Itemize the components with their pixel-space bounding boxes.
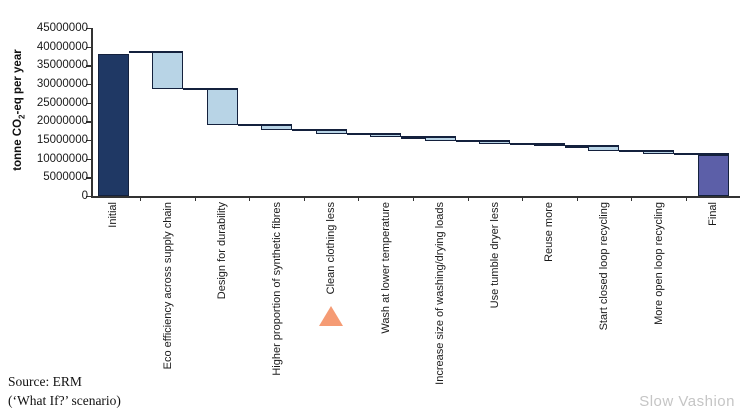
- y-tick-label: 35000000: [36, 59, 88, 72]
- triangle-marker: [319, 306, 344, 326]
- y-tick-label: 5000000: [43, 171, 88, 184]
- x-tick: [522, 197, 524, 201]
- x-category-label-use-tumble-dryer-less: Use tumble dryer less: [488, 202, 501, 309]
- x-tick: [467, 197, 469, 201]
- bar-clean-clothing-less: [315, 129, 347, 134]
- bar-increase-size-of-washing-drying-loads: [424, 137, 456, 142]
- bar-start-closed-loop-recycling: [588, 146, 620, 152]
- y-tick-label: 30000000: [36, 78, 88, 90]
- x-tick: [249, 197, 251, 201]
- y-tick: [86, 65, 91, 67]
- y-tick: [86, 196, 91, 198]
- y-tick: [86, 28, 91, 30]
- y-tick: [86, 46, 91, 48]
- x-tick: [194, 197, 196, 201]
- x-tick: [303, 197, 305, 201]
- x-category-label-initial: Initial: [107, 202, 119, 228]
- y-tick: [86, 84, 91, 86]
- bar-use-tumble-dryer-less: [479, 141, 511, 144]
- bar-initial: [97, 54, 129, 196]
- x-category-label-reuse-more: Reuse more: [543, 202, 556, 262]
- y-tick-label: 45000000: [36, 22, 88, 34]
- x-category-label-more-open-loop-recycling: More open loop recycling: [652, 202, 665, 325]
- x-tick: [413, 197, 415, 201]
- bar-eco-efficiency-across-supply-chain: [152, 52, 184, 89]
- y-tick-label: 10000000: [36, 152, 88, 165]
- x-tick: [685, 197, 687, 201]
- x-category-label-wash-at-lower-temperature: Wash at lower temperature: [379, 202, 392, 334]
- bar-wash-at-lower-temperature: [370, 134, 402, 138]
- bar-final: [697, 154, 729, 196]
- y-tick: [86, 102, 91, 104]
- y-axis-line: [91, 28, 93, 196]
- source-note: Source: ERM (‘What If?’ scenario): [8, 372, 121, 410]
- y-tick-label: 15000000: [36, 134, 88, 146]
- x-category-label-clean-clothing-less: Clean clothing less: [325, 202, 338, 295]
- x-category-label-increase-size-of-washing-drying-loads: Increase size of washing/drying loads: [434, 202, 447, 385]
- x-category-label-higher-proportion-of-synthetic-fibres: Higher proportion of synthetic fibres: [270, 202, 283, 376]
- bar-higher-proportion-of-synthetic-fibres: [261, 125, 293, 130]
- y-tick-label: 0: [81, 190, 88, 202]
- y-tick-label: 20000000: [36, 115, 88, 128]
- x-category-label-start-closed-loop-recycling: Start closed loop recycling: [597, 202, 610, 331]
- watermark: Slow Vashion: [639, 393, 735, 410]
- source-line-2: (‘What If?’ scenario): [8, 393, 121, 408]
- x-tick: [140, 197, 142, 201]
- x-category-label-final: Final: [707, 202, 720, 226]
- x-tick: [631, 197, 633, 201]
- y-tick: [86, 140, 91, 142]
- bar-design-for-durability: [206, 88, 238, 126]
- y-tick: [86, 121, 91, 123]
- connector-final: [674, 153, 729, 156]
- x-tick: [358, 197, 360, 201]
- x-axis-line: [91, 196, 740, 198]
- y-tick: [86, 177, 91, 179]
- x-category-label-design-for-durability: Design for durability: [216, 202, 229, 300]
- bar-reuse-more: [533, 143, 565, 147]
- bar-more-open-loop-recycling: [643, 151, 674, 155]
- x-tick: [576, 197, 578, 201]
- source-line-1: Source: ERM: [8, 374, 82, 389]
- x-category-label-eco-efficiency-across-supply-chain: Eco efficiency across supply chain: [161, 202, 174, 370]
- y-tick: [86, 158, 91, 160]
- y-tick-label: 40000000: [36, 40, 88, 53]
- y-tick-label: 25000000: [36, 96, 88, 109]
